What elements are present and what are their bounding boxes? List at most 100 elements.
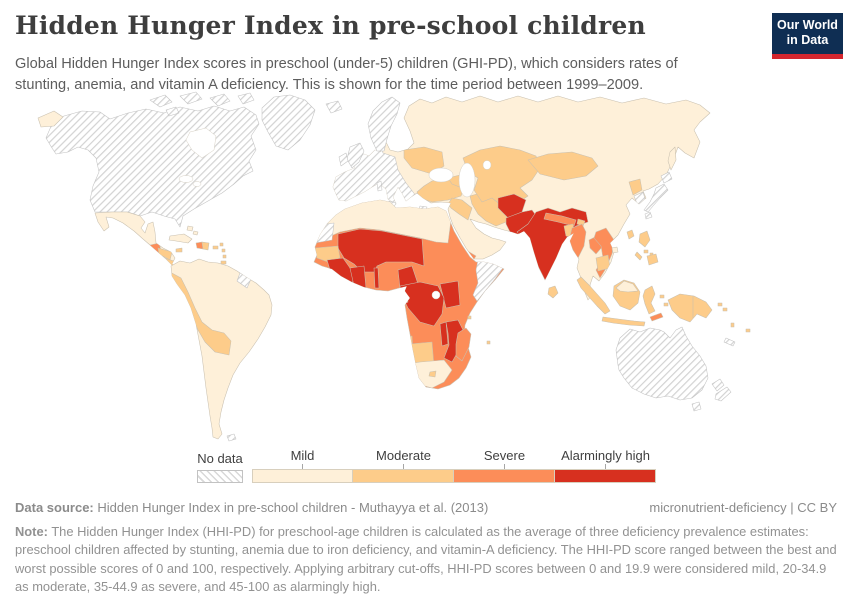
country-bahamas-1[interactable]: [186, 225, 194, 232]
island-sardinia[interactable]: [376, 180, 383, 192]
legend-no-data-swatch[interactable]: [197, 470, 243, 483]
lake-great-lakes-2: [192, 181, 202, 187]
country-japan-hokkaido[interactable]: [660, 171, 673, 184]
country-mongolia[interactable]: [527, 151, 599, 181]
legend-swatch[interactable]: [555, 469, 656, 483]
country-philippines-visayas-1[interactable]: [643, 249, 649, 254]
country-cuba[interactable]: [168, 233, 193, 244]
country-philippines-luzon[interactable]: [638, 230, 651, 248]
region-north-america[interactable]: [45, 105, 260, 228]
region-arctic-island-1[interactable]: [149, 94, 173, 108]
legend-segment-mild[interactable]: Mild: [252, 448, 353, 483]
country-fiji[interactable]: [745, 328, 751, 333]
world-map-svg: [37, 91, 751, 442]
island-hainan[interactable]: [611, 246, 619, 254]
country-ireland[interactable]: [338, 152, 349, 167]
country-dominican-republic[interactable]: [201, 241, 210, 251]
country-mauritius[interactable]: [486, 340, 491, 345]
note-label: Note:: [15, 524, 48, 539]
region-falklands[interactable]: [226, 433, 237, 442]
legend-tick: [403, 464, 404, 469]
country-philippines-mindanao[interactable]: [646, 253, 659, 266]
country-mexico[interactable]: [94, 211, 189, 274]
world-map: [0, 90, 850, 450]
legend-label: Severe: [483, 448, 526, 463]
region-new-caledonia[interactable]: [723, 337, 736, 347]
country-solomon-2[interactable]: [722, 307, 728, 312]
country-syria-iraq[interactable]: [447, 197, 473, 221]
country-taiwan[interactable]: [626, 229, 635, 240]
country-greenland[interactable]: [261, 94, 316, 151]
owid-logo: Our World in Data: [772, 13, 843, 59]
country-north-korea[interactable]: [628, 178, 643, 196]
country-cambodia[interactable]: [595, 254, 611, 272]
legend-no-data[interactable]: No data: [197, 451, 243, 483]
attribution-text[interactable]: micronutrient-deficiency | CC BY: [649, 500, 837, 515]
map-legend: No data Mild Moderate Severe Alarmingly hig…: [197, 448, 656, 483]
region-arctic-island-4[interactable]: [237, 92, 255, 105]
country-antilles-3[interactable]: [222, 254, 227, 259]
country-madagascar[interactable]: [455, 327, 472, 362]
country-antilles-1[interactable]: [219, 242, 224, 247]
country-mozambique[interactable]: [443, 319, 465, 363]
owid-logo-line1: Our World: [777, 18, 838, 32]
island-new-guinea[interactable]: [667, 293, 713, 323]
legend-swatch[interactable]: [454, 469, 555, 483]
country-scandinavia[interactable]: [367, 96, 401, 152]
island-tasmania[interactable]: [691, 401, 702, 412]
legend-swatch[interactable]: [252, 469, 353, 483]
island-sakhalin[interactable]: [667, 146, 677, 171]
region-arctic-island-2[interactable]: [179, 91, 203, 105]
country-somalia[interactable]: [472, 259, 504, 302]
island-palawan[interactable]: [634, 251, 643, 261]
country-lesotho[interactable]: [428, 370, 437, 378]
island-borneo-malaysia[interactable]: [615, 280, 639, 293]
country-trinidad[interactable]: [220, 260, 227, 265]
country-comoros[interactable]: [467, 315, 472, 320]
country-new-zealand-north[interactable]: [711, 378, 725, 392]
legend-tick: [504, 464, 505, 469]
region-chukotka-west[interactable]: [37, 110, 64, 128]
legend-segment-alarmingly-high[interactable]: Alarmingly high: [555, 448, 656, 483]
legend-segment-severe[interactable]: Severe: [454, 448, 555, 483]
region-arctic-island-5[interactable]: [165, 106, 180, 117]
country-antilles-2[interactable]: [221, 248, 226, 253]
country-western-sahara[interactable]: [313, 222, 335, 244]
country-puerto-rico[interactable]: [212, 245, 219, 250]
country-malawi[interactable]: [439, 321, 449, 347]
country-dr-congo[interactable]: [399, 281, 445, 327]
country-iceland[interactable]: [325, 100, 343, 114]
note-text: The Hidden Hunger Index (HHI-PD) for pre…: [15, 524, 837, 594]
region-central-asia[interactable]: [462, 145, 541, 207]
sea-aral: [482, 160, 492, 170]
country-timor-leste[interactable]: [649, 312, 664, 322]
island-sumatra[interactable]: [576, 276, 611, 315]
sea-black-sea: [428, 167, 454, 183]
region-arctic-island-3[interactable]: [209, 93, 231, 107]
legend-label: Moderate: [376, 448, 431, 463]
country-japan-kyushu[interactable]: [644, 211, 653, 220]
page-title: Hidden Hunger Index in pre-school childr…: [15, 11, 646, 40]
island-moluccas-2[interactable]: [663, 302, 669, 307]
legend-label: Mild: [290, 448, 315, 463]
country-sri-lanka[interactable]: [547, 285, 559, 299]
legend-segment-moderate[interactable]: Moderate: [353, 448, 454, 483]
country-new-zealand-south[interactable]: [714, 386, 732, 402]
country-japan-honshu[interactable]: [643, 183, 669, 213]
island-sulawesi[interactable]: [642, 285, 656, 315]
island-moluccas-1[interactable]: [659, 294, 665, 299]
country-australia[interactable]: [615, 326, 709, 401]
island-java[interactable]: [601, 316, 646, 327]
country-solomon-1[interactable]: [717, 302, 723, 307]
country-vanuatu[interactable]: [730, 322, 735, 328]
country-nepal[interactable]: [543, 212, 577, 227]
data-source-text[interactable]: Hidden Hunger Index in pre-school childr…: [97, 500, 489, 515]
country-namibia[interactable]: [389, 335, 415, 373]
country-togo[interactable]: [373, 267, 380, 289]
lake-hudson-bay: [185, 127, 217, 159]
legend-tick: [605, 464, 606, 469]
legend-swatch[interactable]: [353, 469, 454, 483]
country-jamaica[interactable]: [175, 247, 183, 253]
country-bahamas-2[interactable]: [192, 230, 199, 236]
region-sahel-mali-niger-chad[interactable]: [337, 228, 425, 273]
